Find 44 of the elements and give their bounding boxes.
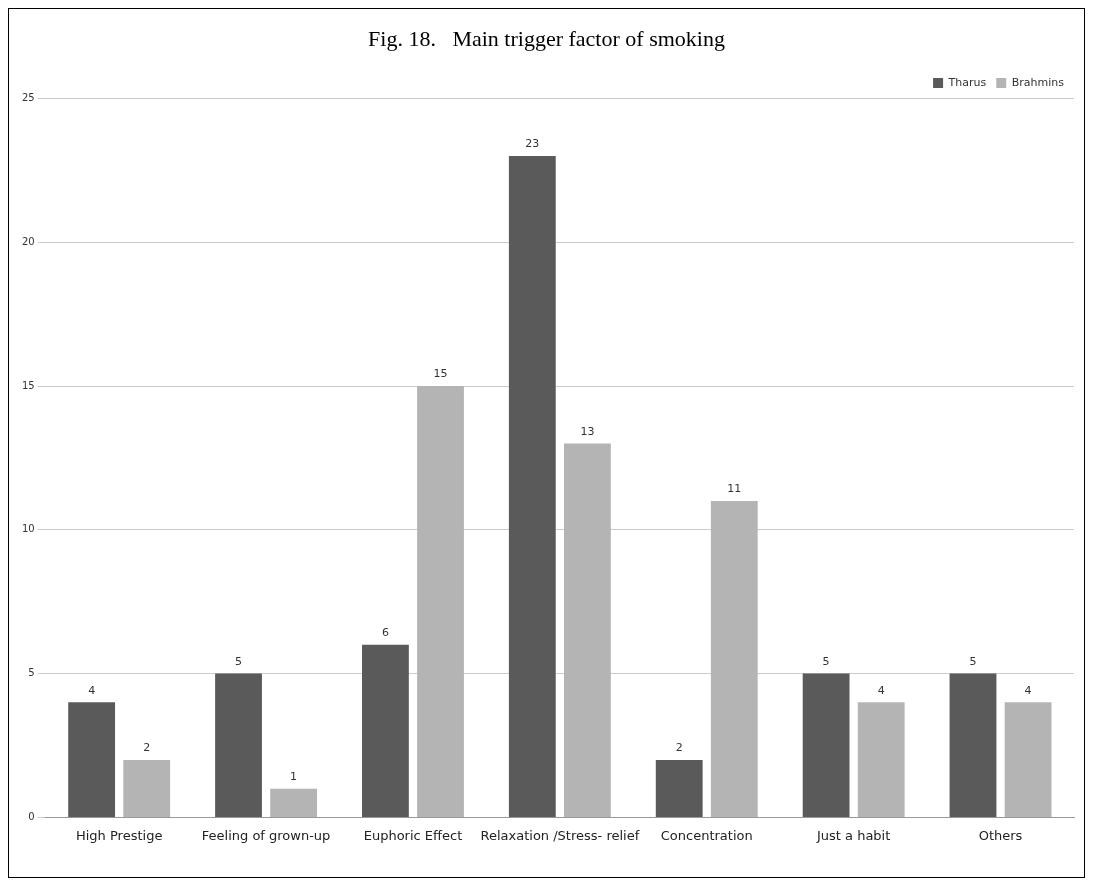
bar	[857, 702, 905, 817]
bar	[68, 702, 116, 817]
x-tick-label: Concentration	[660, 827, 753, 843]
data-label: 6	[381, 626, 389, 640]
bar	[802, 673, 850, 817]
bar	[655, 759, 703, 817]
data-label: 5	[235, 654, 243, 668]
data-label: 5	[969, 654, 977, 668]
data-label: 5	[822, 654, 830, 668]
x-tick-label: Euphoric Effect	[363, 827, 463, 843]
data-label: 1	[290, 770, 298, 783]
bar	[1004, 702, 1052, 817]
data-label: 11	[727, 482, 742, 496]
y-tick-label: 20	[21, 235, 35, 247]
bar	[563, 443, 611, 817]
data-label: 15	[433, 367, 448, 381]
bar	[215, 673, 262, 817]
data-label: 23	[525, 137, 540, 151]
data-label: 4	[877, 683, 885, 697]
bar	[508, 155, 556, 817]
y-tick-label: 0	[28, 810, 35, 822]
data-label: 4	[88, 683, 96, 697]
legend-label: Tharus	[947, 75, 987, 89]
y-tick-label: 10	[21, 523, 35, 535]
x-tick-label: Relaxation /Stress- relief	[480, 827, 640, 843]
chart-title: Fig. 18. Main trigger factor of smoking	[368, 25, 725, 51]
bar	[949, 673, 997, 817]
data-label: 2	[143, 741, 151, 755]
bar	[710, 501, 758, 817]
x-tick-label: Others	[978, 827, 1023, 843]
bar	[123, 759, 171, 817]
data-label: 13	[580, 424, 595, 438]
data-label: 4	[1024, 683, 1032, 697]
legend-label: Brahmins	[1011, 75, 1065, 89]
bar	[417, 386, 464, 817]
bar	[362, 644, 409, 817]
y-tick-label: 25	[21, 91, 35, 103]
y-tick-label: 15	[21, 379, 35, 391]
data-label: 2	[675, 741, 683, 755]
y-tick-label: 5	[28, 667, 35, 679]
x-tick-label: High Prestige	[75, 827, 163, 843]
bar	[270, 788, 318, 817]
x-tick-label: Just a habit	[815, 827, 891, 843]
x-tick-label: Feeling of grown-up	[201, 827, 331, 843]
